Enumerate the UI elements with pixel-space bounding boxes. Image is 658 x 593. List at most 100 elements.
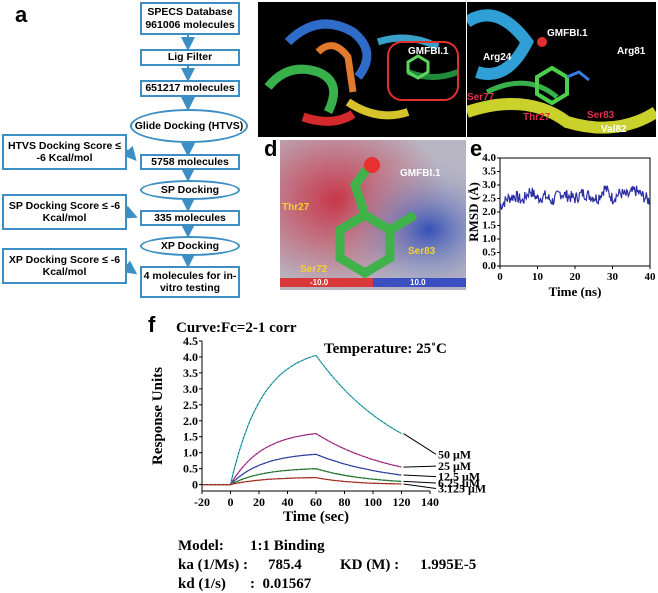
rmsd-ytick-label: 3.5 bbox=[482, 166, 496, 178]
surface-image: GMFBI.1 Thr27 Ser83 Ser72 -10.0 10.0 bbox=[280, 140, 466, 290]
spr-ytick-label: 4.5 bbox=[183, 334, 198, 348]
rmsd-xtick-label: 10 bbox=[532, 271, 544, 283]
spr-title: Curve:Fc=2-1 corr bbox=[176, 320, 297, 336]
spr-fit-line bbox=[202, 477, 402, 485]
ka-value: 785.4 bbox=[268, 557, 302, 573]
spr-xtick-label: -20 bbox=[194, 495, 210, 509]
ka-label: ka (1/Ms) : bbox=[178, 557, 248, 573]
residue-thr27-d: Thr27 bbox=[282, 202, 310, 213]
spr-fit-line bbox=[202, 454, 402, 485]
spr-ytick-label: 0.5 bbox=[183, 462, 198, 476]
rmsd-xtick-label: 20 bbox=[570, 271, 582, 283]
flow-specs-database: SPECS Database 961006 molecules bbox=[140, 2, 240, 35]
spr-xtick-label: 20 bbox=[253, 495, 265, 509]
flow-sp-docking: SP Docking bbox=[140, 180, 240, 200]
criteria-htvs: HTVS Docking Score ≤ -6 Kcal/mol bbox=[2, 134, 127, 170]
model-value: 1:1 Binding bbox=[250, 538, 325, 554]
flow-xp-docking: XP Docking bbox=[140, 236, 240, 256]
spr-chart: Curve:Fc=2-1 corr Temperature: 25˚C 0 0.5 1.… bbox=[150, 320, 486, 525]
spr-series-label: 12.5 μM bbox=[438, 470, 480, 484]
spr-ytick-label: 2.5 bbox=[183, 398, 198, 412]
panel-label-a: a bbox=[15, 2, 28, 27]
KD-value: 1.995E-5 bbox=[420, 557, 477, 573]
ligand-label-d: GMFBI.1 bbox=[400, 168, 441, 179]
flow-651217: 651217 molecules bbox=[140, 80, 240, 97]
rmsd-ylabel: RMSD (Å) bbox=[468, 182, 481, 242]
spr-series-pointer bbox=[403, 480, 437, 484]
spr-xtick-label: 100 bbox=[364, 495, 382, 509]
rmsd-ytick-label: 1.5 bbox=[482, 220, 496, 232]
ligand-label-c: GMFBI.1 bbox=[547, 28, 588, 39]
rmsd-ytick-label: 1.0 bbox=[482, 233, 496, 245]
protein-structure-image: GMFBI.1 bbox=[258, 2, 466, 137]
KD-label: KD (M) : bbox=[340, 557, 400, 573]
rmsd-ytick-label: 2.0 bbox=[482, 206, 496, 218]
criteria-sp: SP Docking Score ≤ -6 Kcal/mol bbox=[2, 194, 127, 230]
residue-arg24: Arg24 bbox=[483, 52, 512, 63]
spr-ylabel: Response Units bbox=[150, 367, 166, 465]
flow-lig-filter: Lig Filter bbox=[140, 49, 240, 66]
rmsd-ytick-label: 3.0 bbox=[482, 179, 496, 191]
spr-xtick-label: 120 bbox=[393, 495, 411, 509]
protein-ribbon-graphic bbox=[264, 19, 460, 126]
flowchart-arrows bbox=[121, 35, 195, 275]
rmsd-ytick-label: 0.5 bbox=[482, 247, 496, 259]
residue-val82: Val82 bbox=[601, 124, 627, 135]
scale-max: 10.0 bbox=[410, 278, 426, 287]
spr-series-pointer bbox=[403, 483, 437, 489]
spr-fit-line bbox=[202, 468, 402, 485]
residue-ser83: Ser83 bbox=[587, 110, 615, 121]
spr-fit-line bbox=[202, 433, 402, 485]
model-label: Model: bbox=[178, 538, 224, 554]
residue-ser83-d: Ser83 bbox=[408, 246, 436, 257]
spr-xtick-label: 60 bbox=[310, 495, 322, 509]
rmsd-xtick-label: 0 bbox=[497, 271, 503, 283]
rmsd-ytick-label: 2.5 bbox=[482, 193, 496, 205]
residue-thr27: Thr27 bbox=[523, 112, 551, 123]
panel-label-d: d bbox=[264, 136, 278, 161]
flow-glide-htvs: Glide Docking (HTVS) bbox=[130, 109, 248, 143]
spr-ytick-label: 3.5 bbox=[183, 366, 198, 380]
spr-xtick-label: 80 bbox=[339, 495, 351, 509]
spr-xlabel: Time (sec) bbox=[283, 509, 349, 525]
spr-series-pointer bbox=[403, 433, 437, 455]
panel-label-f: f bbox=[148, 312, 156, 337]
rmsd-chart: 0.00.5 1.01.5 2.02.5 3.03.5 4.0 0 10 20 30 40 Time… bbox=[468, 152, 657, 299]
kd-label: kd (1/s) bbox=[178, 576, 226, 592]
spr-ytick-label: 1.5 bbox=[183, 430, 198, 444]
rmsd-xlabel: Time (ns) bbox=[549, 284, 602, 299]
spr-series-label: 6.25 μM bbox=[438, 476, 480, 490]
flow-final-4: 4 molecules for in-vitro testing bbox=[140, 266, 240, 298]
ligand-label-b: GMFBI.1 bbox=[408, 46, 449, 57]
residue-ser77: Ser77 bbox=[467, 92, 495, 103]
spr-ytick-label: 1.0 bbox=[183, 446, 198, 460]
criteria-xp: XP Docking Score ≤ -6 Kcal/mol bbox=[2, 248, 127, 284]
scale-min: -10.0 bbox=[310, 278, 329, 287]
spr-series-line bbox=[202, 354, 402, 486]
spr-fit-line bbox=[202, 355, 402, 485]
rmsd-xtick-label: 30 bbox=[607, 271, 619, 283]
spr-series-label: 3.125 μM bbox=[438, 481, 486, 495]
surface-graphic bbox=[280, 140, 466, 290]
spr-ytick-label: 2.0 bbox=[183, 414, 198, 428]
spr-series-label: 25 μM bbox=[438, 459, 471, 473]
binding-site-graphic bbox=[467, 9, 656, 134]
spr-xtick-label: 0 bbox=[228, 495, 234, 509]
spr-series-pointer bbox=[403, 474, 437, 478]
spr-ytick-label: 0 bbox=[192, 478, 198, 492]
residue-arg81: Arg81 bbox=[617, 46, 646, 57]
spr-xtick-label: 140 bbox=[421, 495, 439, 509]
spr-series-pointer bbox=[403, 465, 437, 468]
spr-subtitle: Temperature: 25˚C bbox=[324, 341, 447, 357]
spr-xtick-label: 40 bbox=[282, 495, 294, 509]
spr-ytick-label: 4.0 bbox=[183, 350, 198, 364]
residue-ser72-d: Ser72 bbox=[300, 264, 328, 275]
panel-label-e: e bbox=[470, 136, 483, 161]
rmsd-xtick-label: 40 bbox=[645, 271, 657, 283]
flow-5758: 5758 molecules bbox=[140, 154, 240, 170]
flow-335: 335 molecules bbox=[140, 210, 240, 226]
spr-series-label: 50 μM bbox=[438, 447, 471, 461]
spr-ytick-label: 3.0 bbox=[183, 382, 198, 396]
rmsd-series-line bbox=[499, 185, 650, 210]
rmsd-plot-frame bbox=[499, 157, 651, 267]
